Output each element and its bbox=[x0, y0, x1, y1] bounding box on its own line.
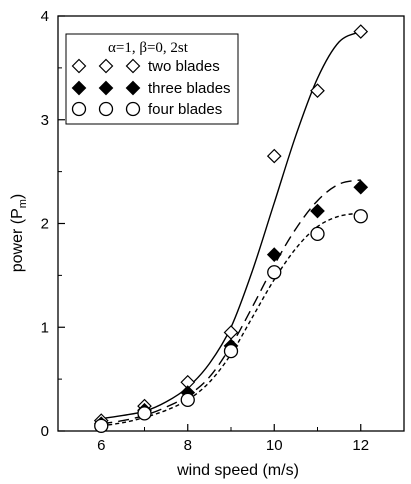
y-tick-label: 4 bbox=[41, 8, 49, 25]
y-axis-title-subscript: m bbox=[17, 199, 29, 208]
y-axis-title-main: power (P bbox=[9, 208, 26, 272]
data-point-four-blades bbox=[267, 265, 282, 280]
fit-curve-four-blades bbox=[101, 212, 361, 427]
legend-marker-four-blades bbox=[98, 101, 114, 117]
data-point-three-blades bbox=[266, 247, 282, 262]
legend-rows: two blades three blades four blades bbox=[71, 58, 231, 118]
data-point-four-blades bbox=[353, 209, 368, 224]
x-tick-label: 8 bbox=[184, 437, 192, 454]
data-point-two-blades bbox=[266, 148, 282, 164]
fit-curve-three-blades bbox=[101, 179, 361, 425]
data-point-four-blades bbox=[223, 343, 239, 359]
data-point-four-blades bbox=[180, 392, 195, 408]
legend-marker-three-blades bbox=[71, 80, 87, 96]
legend-marker-three-blades bbox=[125, 80, 141, 96]
x-tick-label: 6 bbox=[97, 437, 105, 454]
data-point-four-blades bbox=[310, 226, 325, 242]
data-point-four-blades bbox=[137, 406, 152, 421]
legend-label-two-blades: two blades bbox=[148, 58, 220, 75]
y-tick-label: 2 bbox=[41, 216, 49, 233]
legend-box bbox=[65, 33, 239, 125]
legend-marker-two-blades bbox=[71, 58, 87, 74]
data-point-two-blades bbox=[310, 83, 325, 99]
data-point-three-blades bbox=[310, 203, 325, 219]
y-tick-label: 0 bbox=[41, 423, 49, 440]
y-axis-title-close: ) bbox=[9, 194, 26, 199]
legend: α=1, β=0, 2st two blades three blades four… bbox=[65, 33, 239, 125]
legend-marker-two-blades bbox=[98, 58, 114, 74]
legend-title: α=1, β=0, 2st bbox=[108, 40, 189, 56]
data-point-four-blades bbox=[94, 418, 109, 433]
data-point-two-blades bbox=[353, 24, 369, 39]
x-tick-label: 12 bbox=[352, 437, 369, 454]
y-tick-label: 3 bbox=[41, 112, 49, 129]
legend-marker-three-blades bbox=[98, 80, 114, 96]
y-tick-label: 1 bbox=[41, 319, 49, 336]
legend-label-four-blades: four blades bbox=[148, 101, 222, 118]
legend-label-three-blades: three blades bbox=[148, 80, 231, 97]
y-axis-ticks: 0 1 2 3 4 bbox=[41, 8, 65, 440]
x-axis-ticks: 6 8 10 12 bbox=[57, 424, 405, 454]
data-point-three-blades bbox=[353, 179, 369, 195]
legend-marker-four-blades bbox=[71, 101, 87, 117]
y-axis-title: power (Pm) bbox=[9, 194, 29, 273]
x-axis-title: wind speed (m/s) bbox=[176, 462, 299, 479]
x-tick-label: 10 bbox=[266, 437, 283, 454]
data-markers bbox=[93, 24, 369, 433]
legend-marker-four-blades bbox=[125, 101, 141, 117]
legend-marker-two-blades bbox=[125, 58, 141, 74]
